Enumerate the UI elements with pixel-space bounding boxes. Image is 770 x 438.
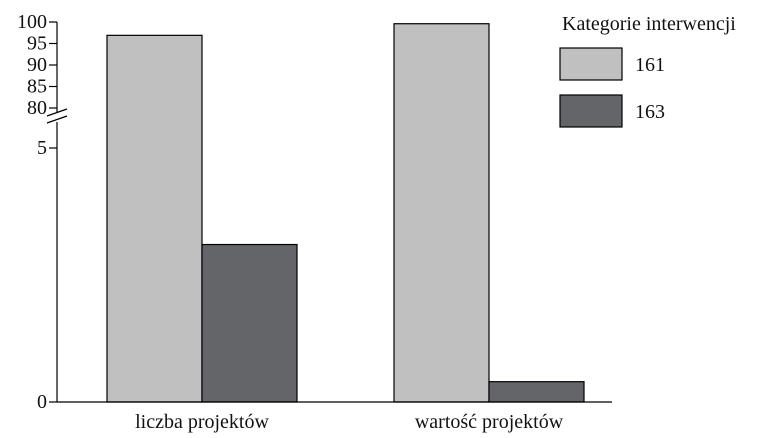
legend-label-163: 163 [635, 101, 665, 123]
bars [106, 23, 585, 403]
axis-break-mark [46, 115, 68, 124]
legend-swatch-163 [559, 94, 623, 128]
y-tick-label: 100 [17, 11, 47, 33]
y-tick-label: 90 [27, 54, 47, 76]
y-tick-label: 5 [37, 137, 47, 159]
category-label: wartość projektów [415, 411, 564, 433]
legend: Kategorie interwencji 161 163 [559, 13, 736, 128]
legend-swatch-161 [559, 47, 623, 81]
legend-title: Kategorie interwencji [562, 13, 736, 35]
legend-label-161: 161 [635, 54, 665, 76]
axis-lines [46, 22, 612, 403]
bar-161-2 [393, 23, 490, 403]
y-tick-label: 95 [27, 33, 47, 55]
bar-161-1 [106, 34, 203, 403]
bar-163-2 [488, 381, 585, 403]
axis-break-mark [46, 108, 68, 117]
y-tick-label: 0 [37, 391, 47, 413]
y-tick-label: 80 [27, 97, 47, 119]
y-tick-label: 85 [27, 76, 47, 98]
category-label: liczba projektów [135, 411, 269, 433]
bar-163-1 [201, 243, 298, 403]
category-labels: liczba projektów wartość projektów [135, 411, 564, 433]
